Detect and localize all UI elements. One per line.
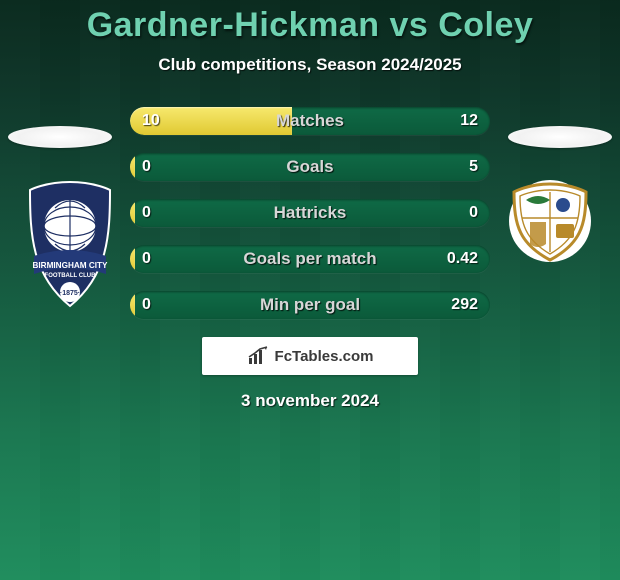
brand-text: FcTables.com: [275, 348, 374, 365]
stat-bar-left-fill: [130, 245, 135, 273]
stat-bar: 0 0.42Goals per match: [130, 245, 490, 273]
right-club-crest: [500, 178, 600, 264]
snapshot-date: 3 november 2024: [0, 391, 620, 411]
stat-right-value: 5: [469, 153, 478, 181]
stat-bar-left-fill: [130, 153, 135, 181]
stat-left-value: 0: [142, 291, 151, 319]
comparison-bars: 1012Matches05Goals00Hattricks00.42Goals …: [130, 107, 490, 319]
stat-bar-left-fill: [130, 291, 135, 319]
stat-right-value: 0: [469, 199, 478, 227]
left-crest-year: ·1875·: [60, 290, 80, 297]
stat-bar: 0 5Goals: [130, 153, 490, 181]
stat-left-value: 10: [142, 107, 160, 135]
left-crest-sub-text: FOOTBALL CLUB: [45, 273, 97, 279]
subtitle: Club competitions, Season 2024/2025: [0, 55, 620, 75]
stat-label: Goals per match: [130, 245, 490, 273]
stat-right-value: 12: [460, 107, 478, 135]
left-club-crest: BIRMINGHAM CITY FOOTBALL CLUB ·1875·: [20, 180, 120, 310]
stat-right-value: 292: [451, 291, 478, 319]
brand-plate[interactable]: FcTables.com: [202, 337, 418, 375]
stat-left-value: 0: [142, 245, 151, 273]
stat-bar-left-fill: [130, 199, 135, 227]
right-player-name-plate: [508, 126, 612, 148]
stat-label: Min per goal: [130, 291, 490, 319]
stat-bar: 1012Matches: [130, 107, 490, 135]
stat-bar: 0 0Hattricks: [130, 199, 490, 227]
left-crest-club-text: BIRMINGHAM CITY: [32, 261, 108, 270]
stat-right-value: 0.42: [447, 245, 478, 273]
stat-left-value: 0: [142, 199, 151, 227]
stat-label: Hattricks: [130, 199, 490, 227]
stat-left-value: 0: [142, 153, 151, 181]
brand-chart-icon: [247, 346, 271, 366]
left-player-name-plate: [8, 126, 112, 148]
page-title: Gardner-Hickman vs Coley: [0, 6, 620, 45]
stat-bar: 0 292Min per goal: [130, 291, 490, 319]
stat-label: Goals: [130, 153, 490, 181]
